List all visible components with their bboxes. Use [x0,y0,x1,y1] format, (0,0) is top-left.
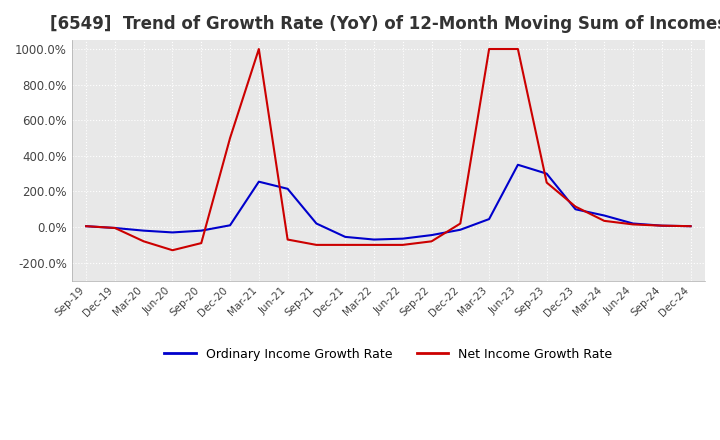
Title: [6549]  Trend of Growth Rate (YoY) of 12-Month Moving Sum of Incomes: [6549] Trend of Growth Rate (YoY) of 12-… [50,15,720,33]
Legend: Ordinary Income Growth Rate, Net Income Growth Rate: Ordinary Income Growth Rate, Net Income … [159,343,618,366]
